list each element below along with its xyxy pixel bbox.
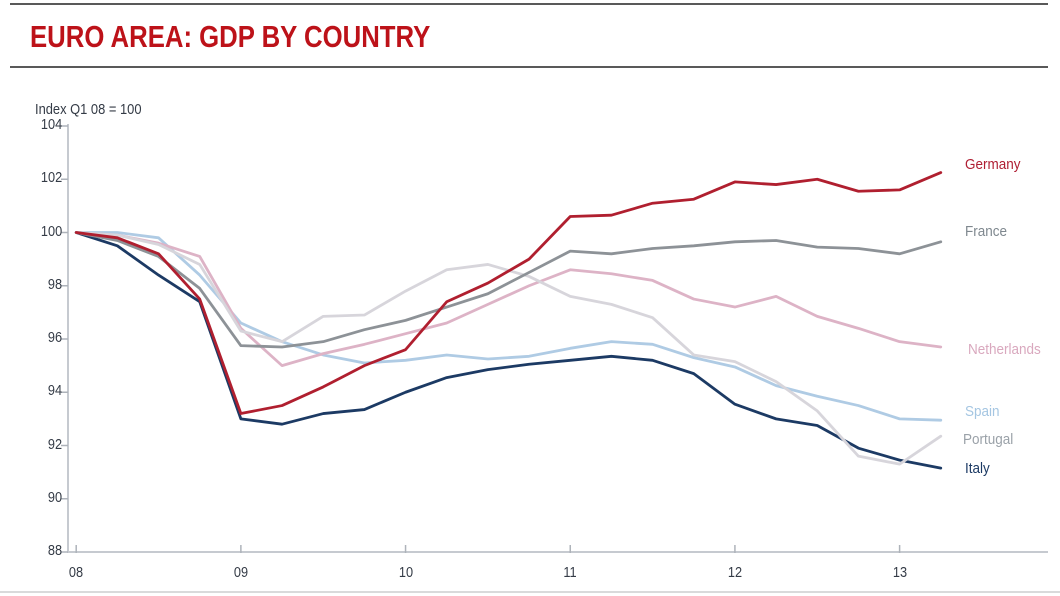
y-axis-tick-label: 104 (40, 117, 62, 133)
series-label-spain: Spain (965, 403, 1000, 420)
y-axis-tick-label: 94 (47, 383, 62, 400)
x-axis-tick-label: 12 (727, 565, 743, 581)
x-axis-tick-label: 13 (892, 565, 907, 581)
y-axis-tick-label: 88 (47, 543, 62, 559)
x-axis-tick-label: 09 (233, 565, 248, 581)
line-spain (74, 231, 943, 422)
axis-unit-label: Index Q1 08 = 100 (35, 101, 142, 118)
y-axis-tick-label: 92 (47, 436, 62, 453)
y-axis-tick-label: 100 (40, 223, 62, 240)
title-rule-line (10, 66, 1048, 68)
line-germany (74, 171, 943, 415)
y-axis-tick-label: 98 (47, 276, 62, 293)
x-axis-tick-label: 08 (69, 565, 84, 581)
x-axis-tick-label: 10 (398, 565, 413, 581)
page-title: EURO AREA: GDP BY COUNTRY (30, 19, 431, 54)
series-label-netherlands: Netherlands (968, 341, 1041, 358)
line-france (74, 231, 943, 349)
line-netherlands (74, 231, 943, 368)
series-label-portugal: Portugal (963, 431, 1014, 448)
x-axis-tick-label: 11 (563, 565, 577, 581)
series-label-italy: Italy (965, 460, 990, 477)
y-axis-tick-label: 102 (40, 170, 62, 187)
top-border-line (10, 3, 1048, 5)
series-label-france: France (965, 223, 1008, 240)
series-label-germany: Germany (965, 156, 1021, 173)
y-axis-tick-label: 96 (47, 330, 62, 346)
y-axis-tick-label: 90 (47, 489, 62, 506)
bottom-border-line (0, 591, 1060, 593)
